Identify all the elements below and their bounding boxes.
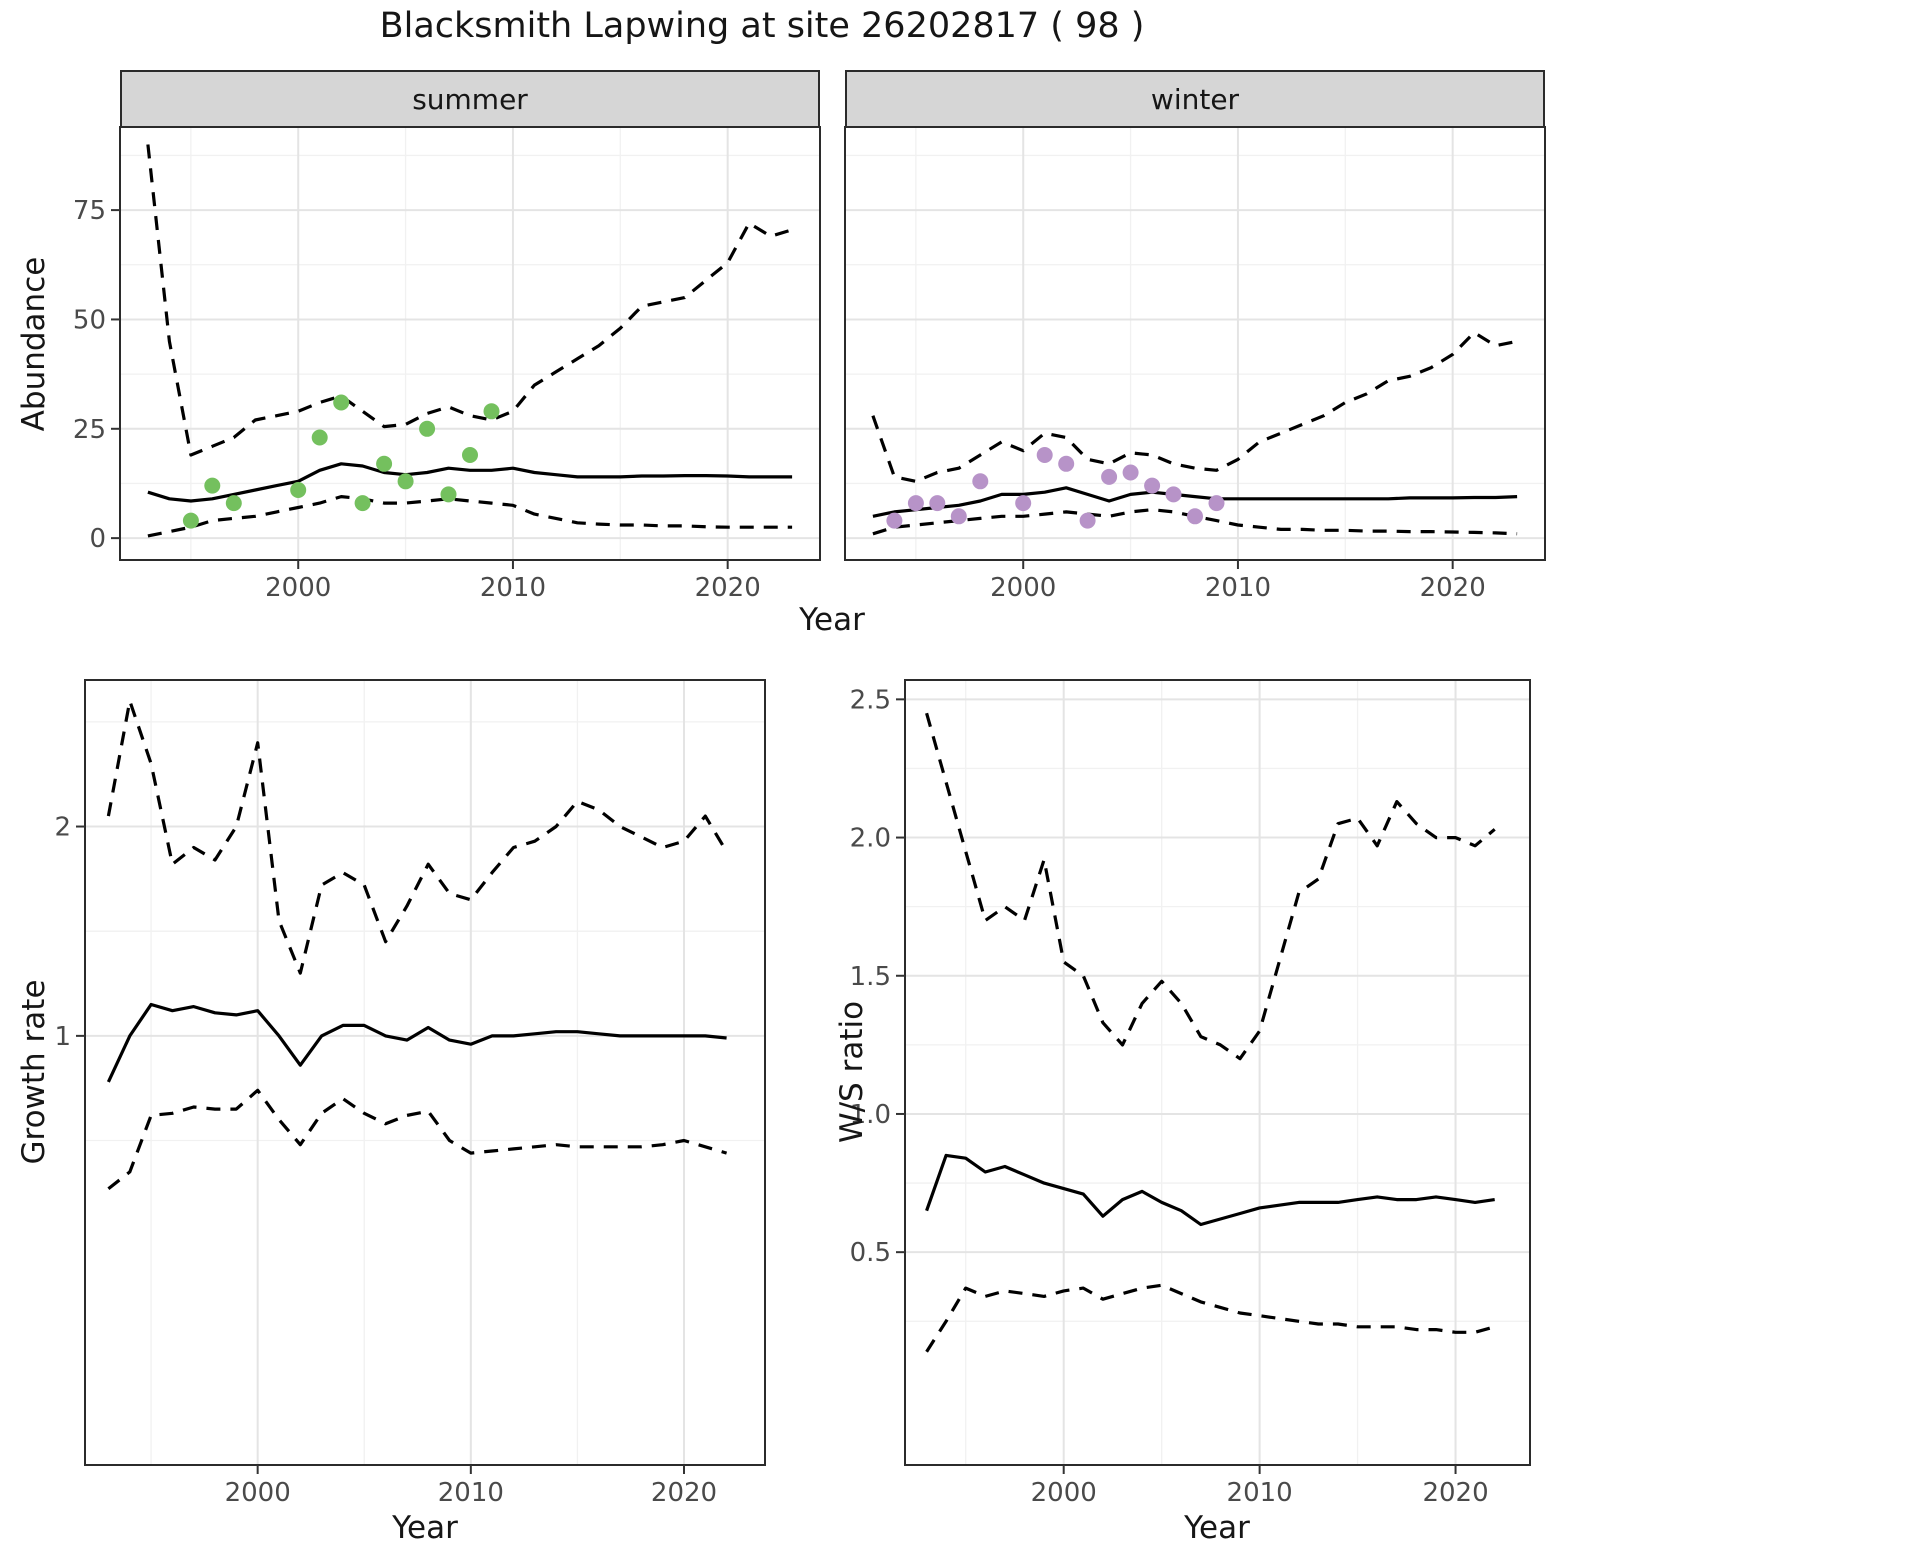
y-axis-label-ws-ratio: W/S ratio — [834, 1000, 870, 1144]
y-axis-label-abundance: Abundance — [16, 256, 52, 432]
panel-background — [85, 680, 765, 1465]
x-tick-label: 2010 — [438, 1478, 504, 1508]
panel-ws-ratio: 2000 2010 2020 0.5 1.0 1.5 2.0 2.5 — [850, 679, 1531, 1508]
observed-count-point — [333, 394, 350, 411]
median-line — [925, 1153, 1495, 1227]
y-tick-label: 2.5 — [850, 685, 891, 715]
x-tick-label: 2000 — [225, 1478, 291, 1508]
observed-count-point — [182, 512, 199, 529]
observed-count-point — [419, 420, 436, 437]
lower-ci-line — [107, 1088, 728, 1190]
x-axis-label-year-top: Year — [799, 602, 865, 638]
x-tick-label: 2020 — [1420, 573, 1486, 603]
panel-background — [905, 680, 1530, 1465]
facet-strip-summer: summer — [120, 70, 820, 128]
observed-count-point — [290, 482, 307, 498]
observed-count-point — [1101, 468, 1118, 485]
y-axis-label-growth-rate: Growth rate — [16, 979, 52, 1165]
y-tick-label: 1.0 — [850, 1100, 891, 1130]
median-line — [147, 462, 793, 503]
observed-count-point — [1187, 508, 1203, 525]
x-tick-label: 2020 — [695, 573, 761, 603]
facet-strip-winter: winter — [845, 70, 1545, 128]
y-tick-label: 0.5 — [850, 1238, 891, 1268]
x-tick-label: 2010 — [480, 573, 546, 603]
panel-background — [845, 127, 1545, 560]
observed-count-point — [1036, 447, 1053, 463]
observed-count-point — [397, 473, 414, 490]
observed-count-point — [440, 486, 457, 503]
upper-ci-line — [871, 331, 1518, 483]
observed-count-point — [929, 495, 946, 512]
y-tick-label: 2.0 — [850, 824, 891, 854]
observed-count-point — [1165, 486, 1182, 503]
median-line — [872, 486, 1518, 518]
panel-abundance-winter: 2000 2010 2020 — [844, 126, 1546, 603]
upper-ci-line — [146, 144, 793, 457]
panel-border — [904, 679, 1531, 1466]
y-tick-label: 1 — [54, 1022, 71, 1052]
lower-ci-line — [147, 495, 793, 538]
observed-count-point — [950, 508, 967, 525]
y-tick-label: 50 — [73, 305, 106, 335]
observed-count-point — [311, 429, 328, 446]
observed-count-point — [225, 495, 242, 512]
observed-count-point — [1144, 477, 1161, 494]
observed-count-point — [1015, 495, 1032, 512]
upper-ci-line — [106, 699, 728, 975]
y-tick-label: 0 — [89, 524, 106, 554]
facet-strip-winter-label: winter — [1150, 82, 1240, 116]
x-axis-label-year-growth: Year — [392, 1510, 458, 1546]
y-tick-label: 2 — [54, 813, 71, 843]
x-tick-label: 2000 — [1031, 1478, 1097, 1508]
observed-count-point — [204, 477, 221, 494]
observed-count-point — [376, 455, 393, 472]
observed-count-point — [1208, 495, 1225, 512]
observed-count-point — [483, 403, 500, 420]
observed-count-point — [1079, 512, 1096, 529]
x-axis-label-year-ws: Year — [1184, 1510, 1250, 1546]
observed-count-point — [886, 512, 903, 529]
x-tick-label: 2010 — [1205, 573, 1271, 603]
x-tick-label: 2000 — [265, 573, 331, 603]
panel-background — [120, 127, 820, 560]
observed-count-point — [462, 447, 478, 463]
observed-count-point — [907, 495, 924, 512]
median-line — [106, 1002, 727, 1083]
facet-strip-summer-label: summer — [412, 82, 528, 116]
x-tick-label: 2000 — [990, 573, 1056, 603]
observed-count-point — [1058, 455, 1075, 472]
panel-border — [84, 679, 766, 1466]
y-tick-label: 25 — [73, 415, 106, 445]
x-tick-label: 2020 — [1422, 1478, 1488, 1508]
lower-ci-line — [925, 1283, 1496, 1353]
observed-count-point — [972, 473, 989, 490]
y-tick-label: 75 — [73, 196, 106, 226]
chart-title: Blacksmith Lapwing at site 26202817 ( 98… — [379, 6, 1145, 46]
observed-count-point — [354, 495, 371, 512]
observed-count-point — [1122, 464, 1139, 481]
x-tick-label: 2020 — [651, 1478, 717, 1508]
y-tick-label: 1.5 — [850, 962, 891, 992]
panel-abundance-summer: 2000 2010 2020 0 25 50 75 — [73, 126, 821, 603]
upper-ci-line — [925, 712, 1496, 1061]
panel-growth-rate: 2000 2010 2020 1 2 — [54, 679, 766, 1508]
x-tick-label: 2010 — [1227, 1478, 1293, 1508]
